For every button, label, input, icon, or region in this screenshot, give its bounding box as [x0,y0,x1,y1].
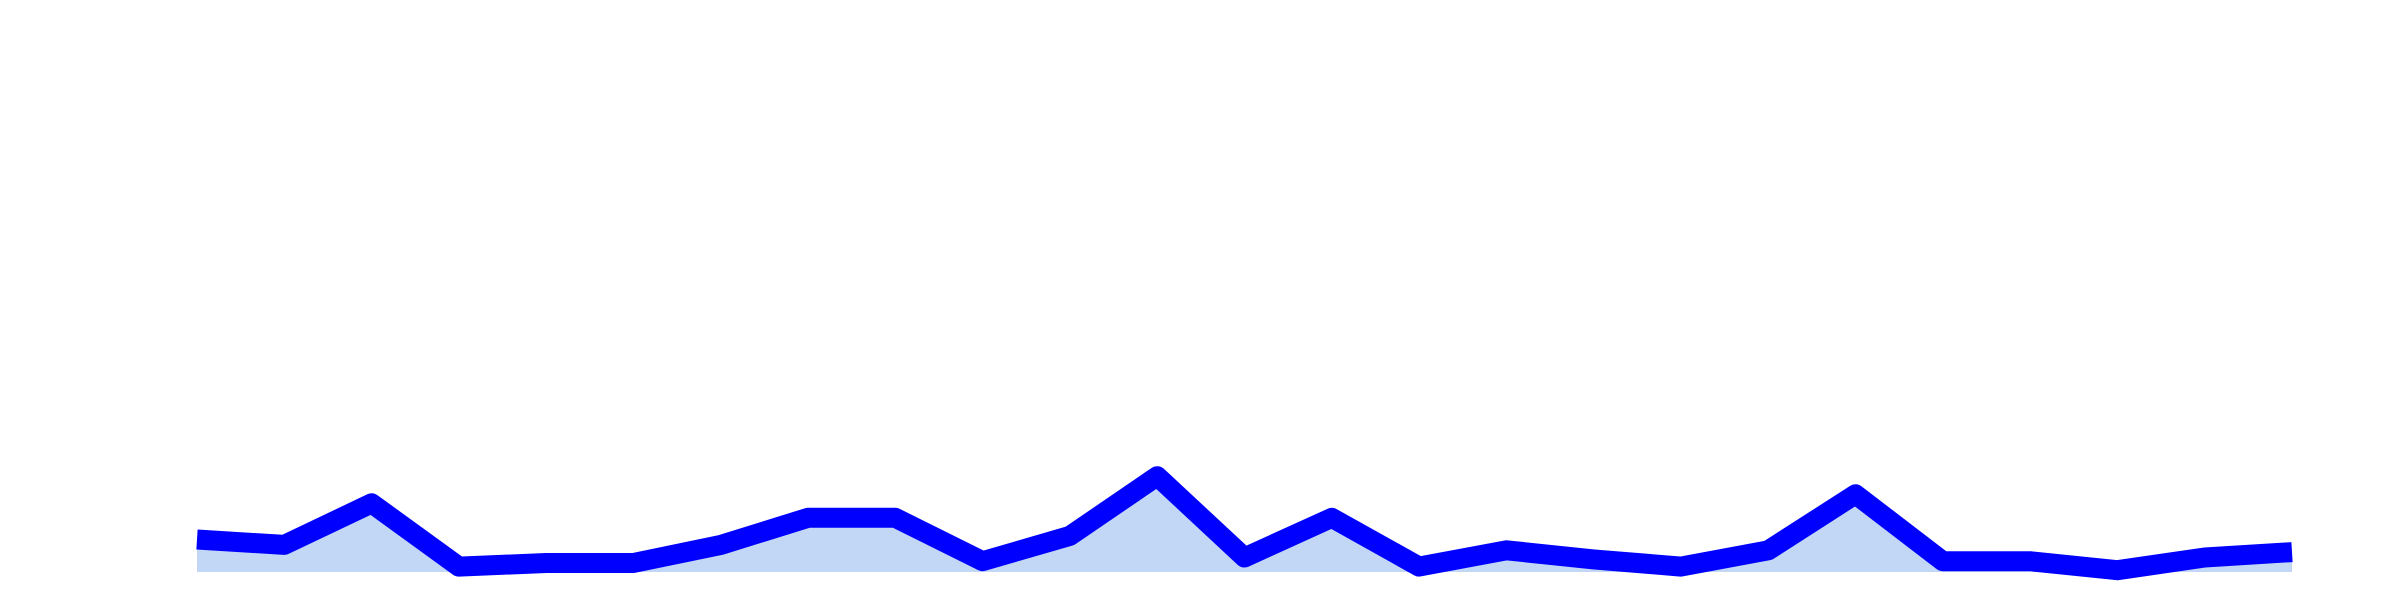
line-layer [196,466,2293,581]
series-line [196,466,2293,581]
